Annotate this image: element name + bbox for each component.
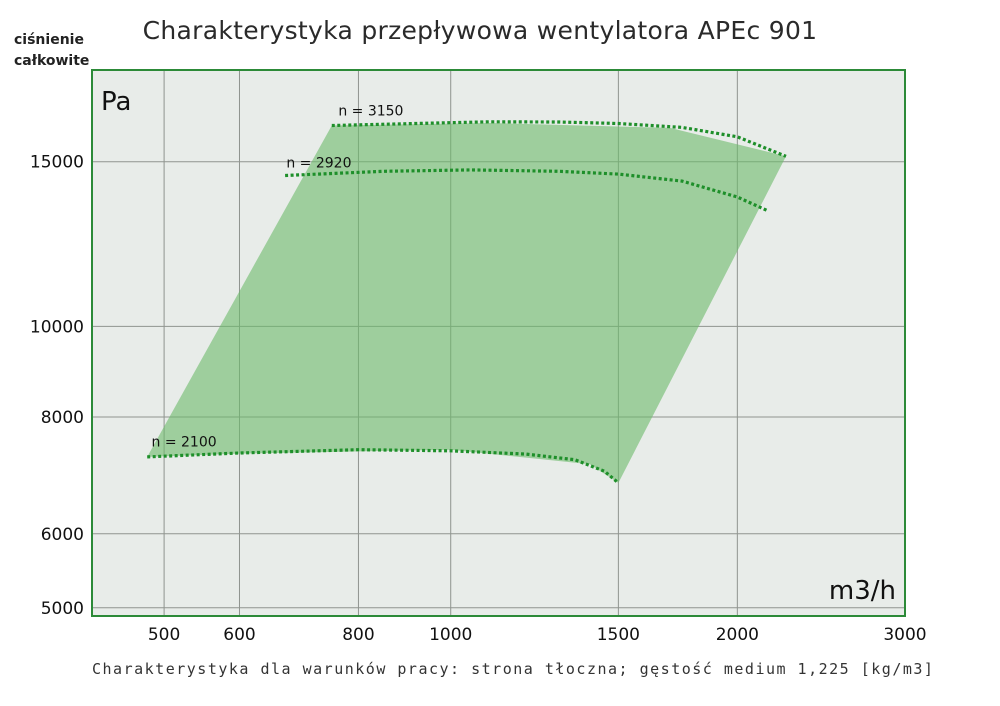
y-tick-label: 8000 bbox=[41, 408, 84, 428]
y-tick-label: 5000 bbox=[41, 599, 84, 619]
curve-label: n = 3150 bbox=[338, 104, 403, 120]
chart-footer-note: Charakterystyka dla warunków pracy: stro… bbox=[92, 660, 935, 678]
x-tick-label: 800 bbox=[342, 625, 374, 645]
y-axis-label-line-1: ciśnienie bbox=[14, 32, 84, 48]
x-tick-label: 600 bbox=[223, 625, 255, 645]
speed-curve bbox=[147, 448, 620, 485]
y-axis-label: ciśnienie całkowite bbox=[14, 30, 89, 72]
y-tick-label: 6000 bbox=[41, 525, 84, 545]
operating-area bbox=[147, 123, 786, 483]
x-tick-label: 500 bbox=[148, 625, 180, 645]
x-tick-label: 1500 bbox=[597, 625, 640, 645]
y-axis-label-line-2: całkowite bbox=[14, 53, 90, 69]
speed-curve bbox=[285, 168, 768, 212]
plot-border bbox=[91, 69, 906, 617]
x-unit-label: m3/h bbox=[829, 576, 896, 606]
x-tick-label: 2000 bbox=[716, 625, 759, 645]
x-tick-label: 1000 bbox=[429, 625, 472, 645]
curve-label: n = 2100 bbox=[152, 434, 217, 450]
curve-label: n = 2920 bbox=[286, 156, 351, 172]
chart-title: Charakterystyka przepływowa wentylatora … bbox=[142, 16, 818, 45]
y-tick-label: 15000 bbox=[30, 153, 84, 173]
speed-curve bbox=[331, 120, 787, 158]
y-tick-label: 10000 bbox=[30, 317, 84, 337]
y-unit-label: Pa bbox=[101, 87, 131, 117]
x-tick-label: 3000 bbox=[883, 625, 926, 645]
